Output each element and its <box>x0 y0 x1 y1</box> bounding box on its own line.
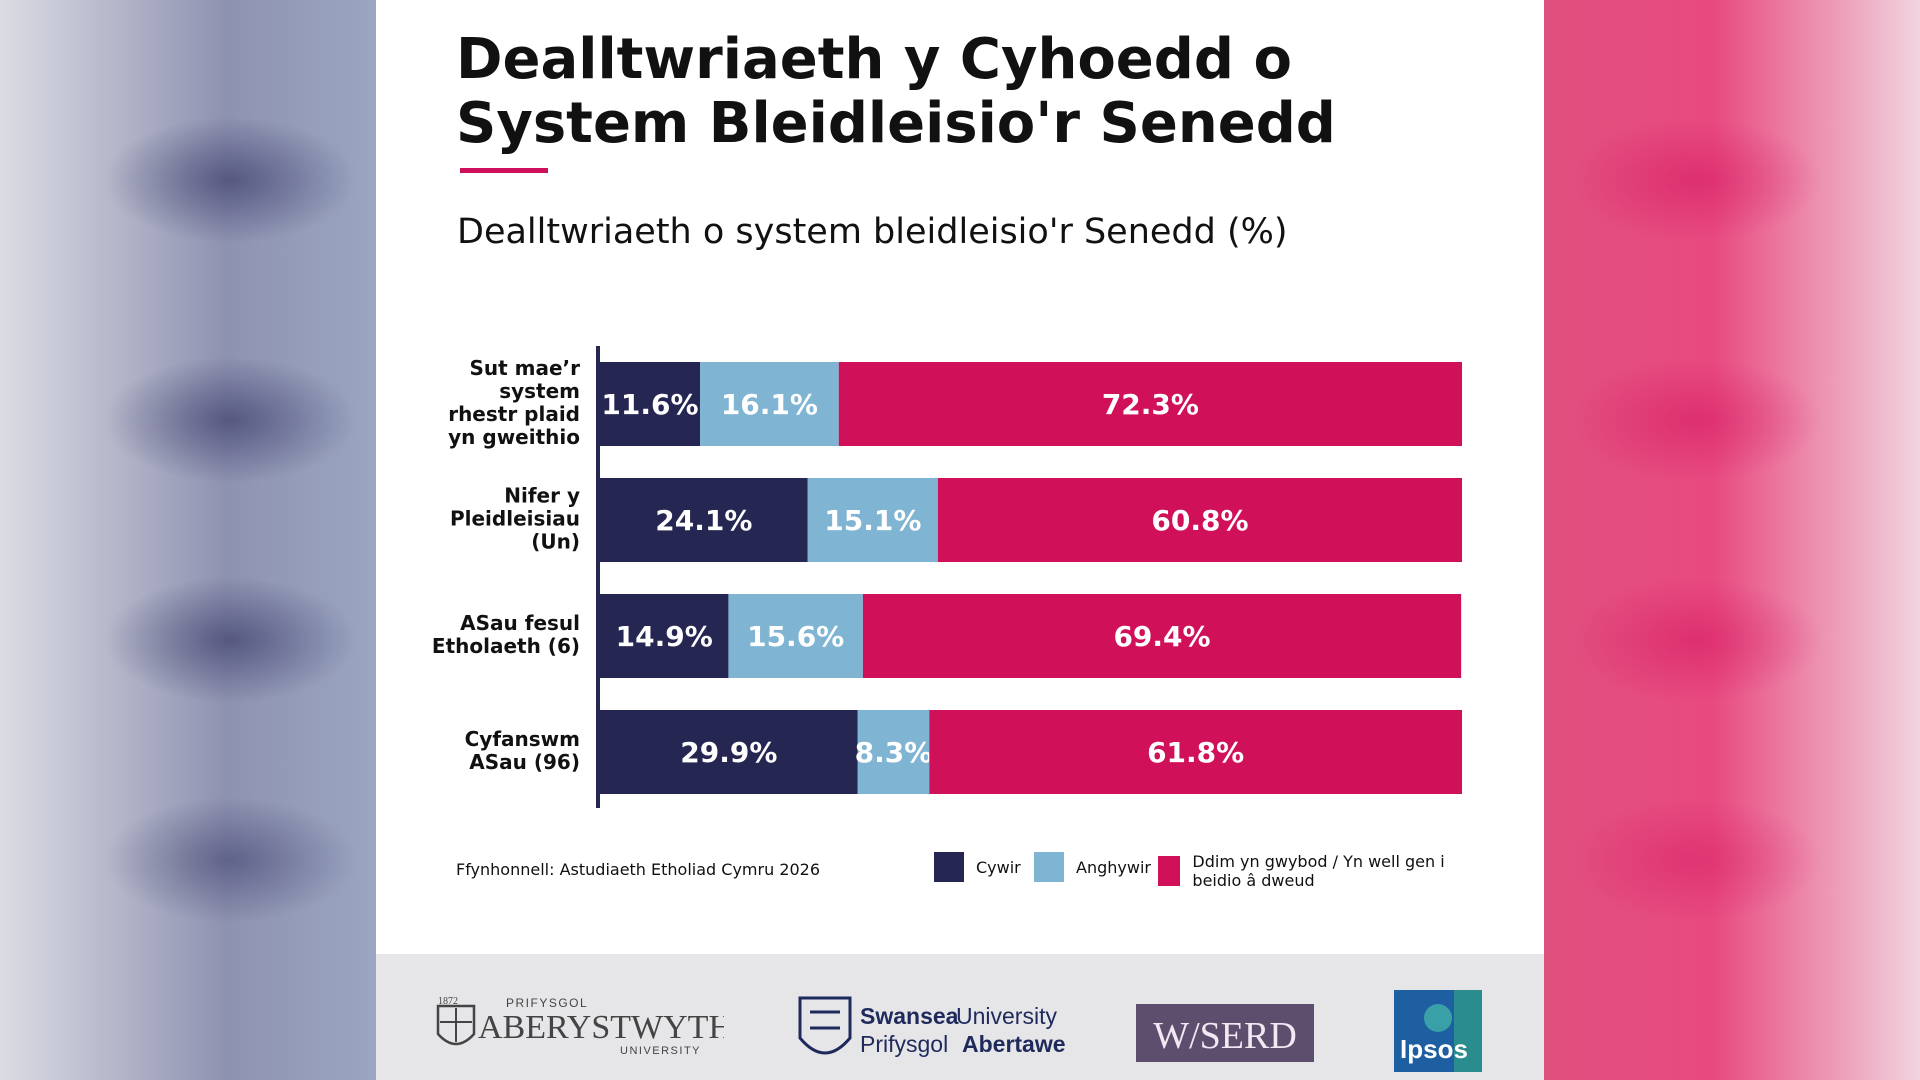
category-label: Nifer y Pleidleisiau (Un) <box>450 484 580 554</box>
aberystwyth-name: ABERYSTWYTH <box>478 1009 724 1046</box>
bar-segment-correct <box>600 710 858 794</box>
bar-segment-correct <box>600 362 700 446</box>
legend-swatch-incorrect <box>1034 852 1064 882</box>
bar-value-label: 72.3% <box>1102 388 1199 421</box>
category-label: Cyfanswm ASau (96) <box>465 727 580 774</box>
blurred-background-left <box>0 0 376 1080</box>
wiserd-logo: W/SERD <box>1136 1004 1314 1062</box>
swansea-university-logo: Swansea University Prifysgol Abertawe <box>798 996 1066 1057</box>
page-title: Dealltwriaeth y Cyhoedd o System Bleidle… <box>456 27 1336 156</box>
bar-value-label: 69.4% <box>1113 620 1210 653</box>
bar-value-label: 60.8% <box>1151 504 1248 537</box>
legend-label-dont-know: Ddim yn gwybod / Yn well gen i beidio â … <box>1192 852 1445 890</box>
ipsos-text: Ipsos <box>1400 1034 1468 1064</box>
title-underline <box>460 168 548 173</box>
swansea-prifysgol-word: Prifysgol <box>860 1031 948 1057</box>
source-note: Ffynhonnell: Astudiaeth Etholiad Cymru 2… <box>456 860 821 879</box>
bar-value-label: 15.6% <box>747 620 844 653</box>
bar-value-label: 14.9% <box>616 620 713 653</box>
wiserd-text: W/SERD <box>1153 1015 1297 1057</box>
bar-segment-dont-know <box>838 362 1462 446</box>
bar-segment-dont-know <box>937 478 1462 562</box>
swansea-abertawe-word: Abertawe <box>962 1031 1066 1057</box>
bar-value-label: 8.3% <box>855 736 933 769</box>
bar-segment-incorrect <box>807 478 938 562</box>
ipsos-head-icon <box>1424 1004 1452 1032</box>
ipsos-logo: Ipsos <box>1394 990 1482 1072</box>
bar-segment-incorrect <box>857 710 930 794</box>
chart-subtitle: Dealltwriaeth o system bleidleisio'r Sen… <box>457 212 1288 252</box>
logo-footer: 1872 PRIFYSGOL ABERYSTWYTH UNIVERSITY Sw… <box>376 954 1544 1080</box>
category-label: Sut mae’r system rhestr plaid yn gweithio <box>448 356 580 449</box>
bar-segment-correct <box>600 594 729 678</box>
bar-segment-correct <box>600 478 808 562</box>
blurred-background-right <box>1544 0 1920 1080</box>
category-label: ASau fesul Etholaeth (6) <box>432 611 580 658</box>
aberystwyth-prifysgol: PRIFYSGOL <box>506 996 588 1010</box>
bar-value-label: 61.8% <box>1147 736 1244 769</box>
bar-value-label: 24.1% <box>655 504 752 537</box>
swansea-word: Swansea <box>860 1003 959 1029</box>
bar-value-label: 16.1% <box>721 388 818 421</box>
bar-segment-dont-know <box>862 594 1462 678</box>
legend-item-dont-know: Ddim yn gwybod / Yn well gen i beidio â … <box>1158 852 1476 890</box>
bar-value-label: 11.6% <box>601 388 698 421</box>
legend-label-incorrect: Anghywir <box>1076 857 1151 877</box>
swansea-crest-icon <box>798 996 852 1055</box>
legend-item-correct: Cywir <box>934 852 1021 882</box>
aberystwyth-university-logo: 1872 PRIFYSGOL ABERYSTWYTH UNIVERSITY <box>436 996 724 1057</box>
swansea-university-word: University <box>956 1003 1057 1029</box>
legend-swatch-dont-know <box>1158 856 1181 886</box>
chart-legend: Ffynhonnell: Astudiaeth Etholiad Cymru 2… <box>456 852 1476 890</box>
stacked-bar-chart: Sut mae’r system rhestr plaid yn gweithio 11… <box>432 346 1462 808</box>
bar-segment-incorrect <box>699 362 839 446</box>
bar-value-label: 15.1% <box>824 504 921 537</box>
crest-shield-icon <box>436 1004 476 1046</box>
aberystwyth-year: 1872 <box>438 996 458 1007</box>
legend-item-incorrect: Anghywir <box>1034 852 1151 882</box>
aberystwyth-university: UNIVERSITY <box>620 1045 701 1057</box>
infographic-card: Dealltwriaeth y Cyhoedd o System Bleidle… <box>376 0 1544 1080</box>
legend-label-correct: Cywir <box>976 857 1021 877</box>
legend-swatch-correct <box>934 852 964 882</box>
bar-segment-incorrect <box>728 594 863 678</box>
bar-segment-dont-know <box>929 710 1462 794</box>
bar-value-label: 29.9% <box>680 736 777 769</box>
